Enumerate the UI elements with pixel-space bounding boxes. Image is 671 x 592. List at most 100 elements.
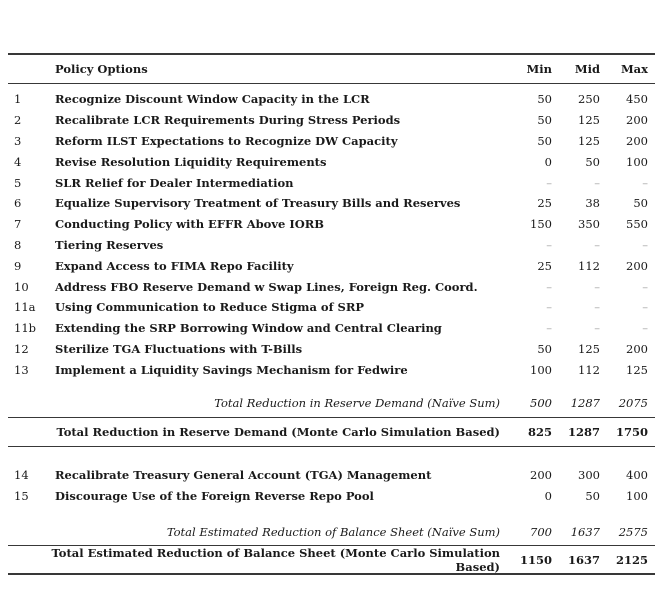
policy-option-label: Reform ILST Expectations to Recognize DW… (55, 133, 398, 148)
policy-option-label: Extending the SRP Borrowing Window and C… (55, 321, 442, 336)
table-row: 8 Tiering Reserves – – – (8, 235, 655, 256)
row-number: 15 (14, 489, 29, 504)
divider-rule (8, 545, 655, 547)
row-number: 3 (14, 133, 22, 148)
max-value: 200 (626, 341, 648, 356)
table-row: 1 Recognize Discount Window Capacity in … (8, 89, 655, 110)
row-number: 7 (14, 217, 22, 232)
header-mid: Mid (574, 62, 600, 76)
mid-value: 50 (585, 154, 600, 169)
max-value: – (642, 175, 648, 190)
mid-value: – (594, 175, 600, 190)
mid-value: 125 (578, 341, 600, 356)
header-min: Min (526, 62, 552, 76)
row-number: 9 (14, 258, 22, 273)
max-value: – (642, 300, 648, 315)
max-value: – (642, 279, 648, 294)
max-value: – (642, 321, 648, 336)
policy-option-label: Equalize Supervisory Treatment of Treasu… (55, 196, 461, 211)
max-value: 200 (626, 258, 648, 273)
min-value: 50 (537, 133, 552, 148)
min-value: – (546, 321, 552, 336)
table-row: 13 Implement a Liquidity Savings Mechani… (8, 359, 655, 380)
mid-value: – (594, 237, 600, 252)
min-value: 25 (537, 258, 552, 273)
policy-option-label: Using Communication to Reduce Stigma of … (55, 300, 365, 315)
min-value: 500 (530, 395, 552, 410)
row-number: 13 (14, 362, 29, 377)
table-row: 6 Equalize Supervisory Treatment of Trea… (8, 193, 655, 214)
policy-option-label: Recalibrate LCR Requirements During Stre… (55, 113, 401, 128)
policy-option-label: SLR Relief for Dealer Intermediation (55, 175, 294, 190)
divider-rule (8, 445, 655, 447)
mid-value: – (594, 300, 600, 315)
naive-sum-balance-sheet-row: Total Estimated Reduction of Balance She… (8, 522, 655, 543)
row-number: 6 (14, 196, 22, 211)
min-value: 700 (530, 524, 552, 539)
policy-option-label: Conducting Policy with EFFR Above IORB (55, 217, 325, 232)
policy-option-label: Expand Access to FIMA Repo Facility (55, 258, 294, 273)
naive-sum-label: Total Estimated Reduction of Balance She… (166, 524, 500, 539)
table-row: 2 Recalibrate LCR Requirements During St… (8, 110, 655, 131)
max-value: 200 (626, 113, 648, 128)
mid-value: 112 (578, 258, 600, 273)
min-value: 0 (544, 154, 552, 169)
min-value: 1150 (519, 552, 552, 567)
policy-option-label: Address FBO Reserve Demand w Swap Lines,… (55, 279, 478, 294)
naive-sum-label: Total Reduction in Reserve Demand (Naïve… (214, 395, 500, 410)
table-row: 12 Sterilize TGA Fluctuations with T-Bil… (8, 339, 655, 360)
mid-value: 125 (578, 133, 600, 148)
monte-carlo-reserve-demand-row: Total Reduction in Reserve Demand (Monte… (8, 418, 655, 446)
min-value: 25 (537, 196, 552, 211)
min-value: 100 (530, 362, 552, 377)
top-rule (8, 53, 655, 55)
min-value: 50 (537, 92, 552, 107)
max-value: 450 (626, 92, 648, 107)
min-value: – (546, 237, 552, 252)
monte-carlo-balance-sheet-row: Total Estimated Reduction of Balance She… (8, 545, 655, 574)
mid-value: 38 (585, 196, 600, 211)
max-value: 50 (633, 196, 648, 211)
min-value: – (546, 175, 552, 190)
table-row: 11a Using Communication to Reduce Stigma… (8, 297, 655, 318)
row-number: 10 (14, 279, 29, 294)
mid-value: 300 (578, 468, 600, 483)
min-value: – (546, 279, 552, 294)
mid-value: 1637 (567, 552, 600, 567)
max-value: 400 (626, 468, 648, 483)
max-value: 200 (626, 133, 648, 148)
mid-value: 1287 (567, 424, 600, 439)
table-row: 5 SLR Relief for Dealer Intermediation –… (8, 172, 655, 193)
min-value: 0 (544, 489, 552, 504)
policy-option-label: Implement a Liquidity Savings Mechanism … (55, 362, 408, 377)
max-value: 125 (626, 362, 648, 377)
max-value: 2075 (618, 395, 648, 410)
max-value: 100 (626, 489, 648, 504)
max-value: 2125 (615, 552, 648, 567)
min-value: 50 (537, 113, 552, 128)
row-number: 14 (14, 468, 29, 483)
table-header-row: Policy Options Min Mid Max (8, 55, 655, 83)
row-number: 2 (14, 113, 22, 128)
mid-value: – (594, 321, 600, 336)
mid-value: 1287 (570, 395, 600, 410)
table-row: 15 Discourage Use of the Foreign Reverse… (8, 486, 655, 507)
max-value: 100 (626, 154, 648, 169)
row-number: 12 (14, 341, 29, 356)
header-max: Max (620, 62, 648, 76)
table-row: 9 Expand Access to FIMA Repo Facility 25… (8, 255, 655, 276)
table-row: 4 Revise Resolution Liquidity Requiremen… (8, 151, 655, 172)
table-row: 14 Recalibrate Treasury General Account … (8, 465, 655, 486)
divider-rule (8, 416, 655, 418)
policy-option-label: Revise Resolution Liquidity Requirements (55, 154, 327, 169)
table-row: 10 Address FBO Reserve Demand w Swap Lin… (8, 276, 655, 297)
policy-options-table: Policy Options Min Mid Max 1 Recognize D… (8, 53, 655, 576)
max-value: 550 (626, 217, 648, 232)
policy-option-label: Recalibrate Treasury General Account (TG… (55, 468, 432, 483)
mid-value: – (594, 279, 600, 294)
table-row: 7 Conducting Policy with EFFR Above IORB… (8, 214, 655, 235)
monte-carlo-total-label: Total Estimated Reduction of Balance She… (51, 545, 500, 574)
mid-value: 112 (578, 362, 600, 377)
mid-value: 1637 (570, 524, 600, 539)
header-rule (8, 83, 655, 84)
